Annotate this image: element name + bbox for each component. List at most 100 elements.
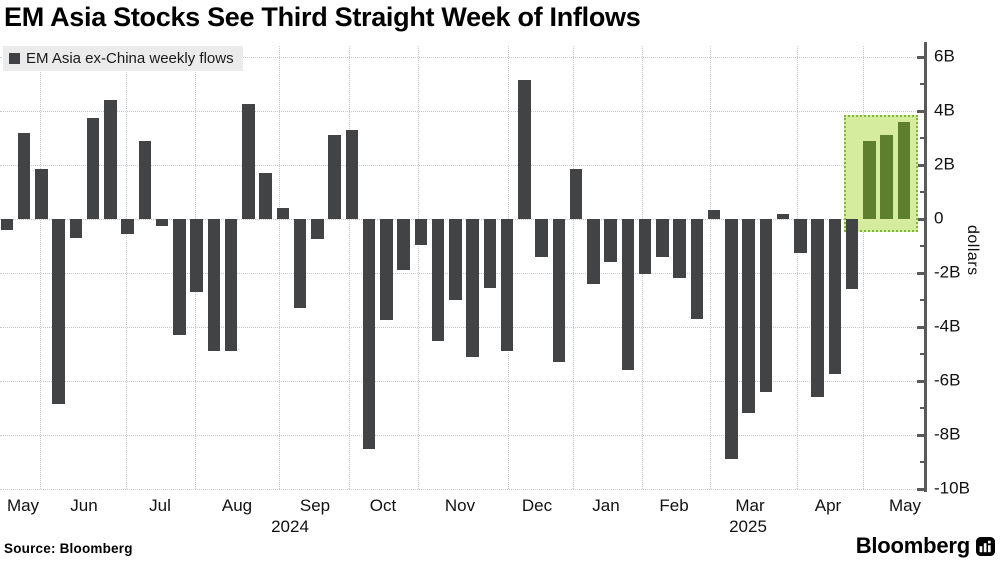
bar (828, 219, 841, 375)
y-axis-tick-label: 6B (934, 46, 955, 66)
bar (552, 219, 565, 363)
plot-area: 6B 4B 2B 0 -2B -4B -6B -8B -10B (0, 42, 1000, 498)
gridline-horizontal (0, 57, 922, 58)
legend: EM Asia ex-China weekly flows (3, 46, 243, 71)
bar (500, 219, 514, 352)
bar-highlighted (880, 135, 893, 219)
y-axis-tick (917, 164, 924, 167)
bar (328, 135, 341, 219)
bar (69, 219, 82, 238)
bar (293, 219, 307, 309)
x-axis-month-label: Jan (592, 496, 620, 515)
bar (431, 219, 445, 341)
bar (673, 219, 686, 279)
gridline-horizontal (0, 489, 922, 490)
legend-swatch-icon (9, 53, 20, 64)
x-axis-month-label: May (888, 496, 922, 515)
bar (690, 219, 703, 319)
bar (276, 208, 289, 219)
gridline-vertical (418, 46, 419, 489)
x-axis-month-label: May (6, 496, 40, 515)
y-axis-tick (917, 380, 924, 383)
y-axis-minor-tick (920, 245, 924, 247)
bar (449, 219, 462, 300)
bar (0, 219, 13, 230)
y-axis-tick-label: 4B (934, 100, 955, 120)
x-axis-month-label: Oct (369, 496, 397, 515)
page-title: EM Asia Stocks See Third Straight Week o… (4, 2, 641, 32)
bar (707, 209, 721, 219)
y-axis-minor-tick (920, 461, 924, 463)
y-axis-minor-tick (920, 83, 924, 85)
bar (569, 169, 583, 219)
gridline-horizontal (0, 165, 922, 166)
x-axis-month-label: Mar (735, 496, 765, 515)
x-axis-month-label: Jun (70, 496, 98, 515)
bar (776, 213, 790, 219)
bar (362, 219, 376, 449)
bar (725, 219, 738, 460)
bar (638, 219, 652, 275)
bar (224, 219, 238, 352)
gridline-vertical (349, 46, 350, 489)
gridline-horizontal (0, 327, 922, 328)
bar (656, 219, 669, 257)
bar (380, 219, 393, 321)
y-axis-tick (917, 326, 924, 329)
bar (173, 219, 186, 336)
y-axis-minor-tick (920, 191, 924, 193)
gridline-vertical (863, 46, 864, 489)
bar (190, 219, 203, 292)
x-axis-year-label: 2025 (729, 517, 767, 536)
bar (311, 219, 324, 240)
y-axis-tick-label: -4B (934, 316, 961, 336)
source-note: Source: Bloomberg (4, 541, 133, 556)
bar (397, 219, 410, 271)
y-axis-tick-label: -10B (934, 478, 970, 498)
bar (104, 100, 117, 219)
bar (207, 219, 220, 352)
y-axis-tick (917, 272, 924, 275)
gridline-horizontal (0, 381, 922, 382)
x-axis-month-label: Aug (221, 496, 253, 515)
bar (155, 219, 169, 226)
bar (535, 219, 548, 257)
gridline-vertical (710, 46, 711, 489)
x-axis-month-label: Nov (444, 496, 476, 515)
bar (259, 173, 272, 219)
y-axis-tick (917, 488, 924, 491)
bar (483, 219, 496, 288)
bar (845, 219, 859, 290)
bar (518, 79, 531, 219)
y-axis-line (924, 42, 927, 492)
bar (35, 169, 48, 219)
bar (759, 219, 772, 392)
bar (52, 219, 65, 404)
legend-label: EM Asia ex-China weekly flows (26, 50, 234, 67)
bloomberg-chart-icon (976, 536, 995, 556)
bar-highlighted (897, 121, 910, 219)
x-axis-month-label: Sep (299, 496, 331, 515)
y-axis-minor-tick (920, 299, 924, 301)
y-axis-minor-tick (920, 137, 924, 139)
gridline-vertical (573, 46, 574, 489)
bar (138, 140, 151, 219)
bar (742, 219, 755, 414)
y-axis-tick-label: -8B (934, 424, 961, 444)
x-axis-year-label: 2024 (271, 517, 309, 536)
y-axis-tick (917, 434, 924, 437)
x-axis-month-label: Apr (814, 496, 842, 515)
x-axis-month-label: Dec (521, 496, 553, 515)
y-axis-tick-label: -2B (934, 262, 961, 282)
bar (414, 219, 427, 245)
y-axis-tick (917, 218, 924, 221)
gridline-vertical (797, 46, 798, 489)
y-axis-minor-tick (920, 407, 924, 409)
bar (121, 219, 134, 234)
bar (587, 219, 600, 284)
bar (17, 132, 31, 219)
bar (604, 219, 617, 263)
bar (242, 104, 255, 219)
y-axis-minor-tick (920, 353, 924, 355)
bar (345, 129, 358, 219)
